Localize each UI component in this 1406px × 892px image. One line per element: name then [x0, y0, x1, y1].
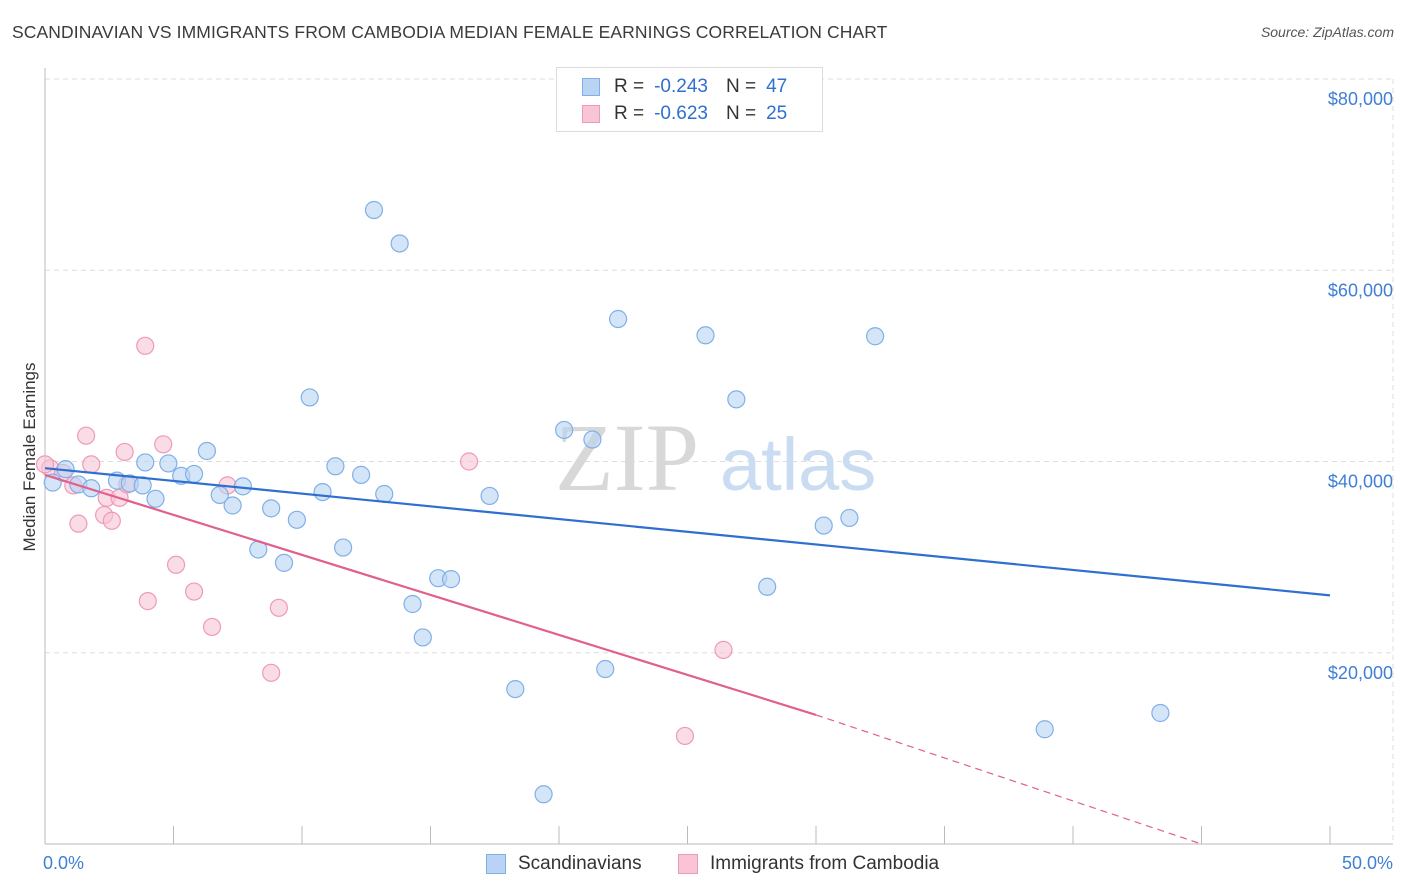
gridlines: [45, 78, 1394, 844]
scandinavian-point: [727, 390, 746, 409]
watermark-zip: ZIP: [555, 404, 699, 511]
legend-swatch-blue: [582, 78, 600, 96]
cambodia-point: [82, 455, 101, 474]
cambodia-point: [69, 514, 88, 533]
legend-n-value: 25: [766, 103, 788, 124]
cambodia-point: [714, 640, 733, 659]
scandinavian-point: [184, 464, 204, 484]
cambodia-point: [269, 598, 288, 617]
tick-labels: $20,000 $40,000 $60,000 $80,000 0.0% 50.0%: [43, 89, 1393, 873]
y-tick-label: $40,000: [1328, 472, 1393, 492]
scandinavian-point: [223, 496, 242, 515]
legend-r-value: -0.623: [654, 103, 708, 124]
legend-n-label: N =: [725, 76, 757, 97]
scandinavian-point: [197, 441, 217, 461]
cambodia-point: [138, 592, 157, 611]
scandinavian-point: [313, 483, 332, 502]
y-tick-label: $60,000: [1328, 280, 1393, 300]
cambodia-point: [102, 511, 121, 530]
scandinavian-point: [609, 309, 628, 329]
trend-line-scandinavians: [44, 467, 1331, 597]
bottom-legend-label: Immigrants from Cambodia: [710, 853, 940, 874]
x-tick-label-min: 0.0%: [43, 853, 84, 873]
bottom-legend-scandinavians: Scandinavians: [486, 851, 642, 877]
scandinavian-point: [375, 484, 394, 504]
cambodia-point: [115, 442, 134, 462]
scandinavian-point: [534, 785, 553, 804]
cambodia-point: [262, 663, 281, 682]
chart-title: SCANDINAVIAN VS IMMIGRANTS FROM CAMBODIA…: [12, 22, 888, 42]
watermark: ZIP atlas: [555, 404, 876, 511]
legend: R = -0.243 N = 47 R = -0.623 N = 25: [556, 67, 823, 132]
scandinavian-point: [300, 388, 319, 407]
scandinavian-point: [352, 465, 371, 484]
scandinavian-point: [326, 457, 345, 476]
y-tick-label: $80,000: [1328, 89, 1393, 109]
legend-n-value: 47: [766, 76, 788, 97]
cambodia-point: [184, 582, 204, 601]
series-cambodia-points: [35, 336, 733, 746]
scandinavian-point: [146, 489, 165, 508]
trend-line-cambodia: [44, 473, 817, 716]
scandinavian-point: [390, 234, 409, 253]
y-tick-label: $20,000: [1328, 663, 1393, 683]
bottom-legend-cambodia: Immigrants from Cambodia: [678, 851, 939, 877]
scandinavian-point: [1035, 720, 1054, 739]
bottom-legend-swatch-blue: [486, 854, 506, 874]
scandinavian-point: [413, 628, 432, 647]
cambodia-point: [675, 726, 695, 746]
axes: [44, 68, 1393, 845]
trend-lines: [44, 467, 1331, 845]
cambodia-point: [166, 555, 186, 574]
y-axis-label: Median Female Earnings: [20, 363, 39, 552]
scandinavian-point: [583, 430, 602, 449]
scandinavian-point: [1151, 703, 1170, 723]
scandinavian-point: [274, 553, 294, 572]
x-tick-label-max: 50.0%: [1342, 853, 1393, 873]
legend-row-cambodia: R = -0.623 N = 25: [582, 101, 787, 127]
scandinavian-point: [262, 499, 281, 518]
scandinavian-point: [441, 570, 461, 589]
legend-n-label: N =: [725, 103, 757, 124]
scandinavian-point: [506, 679, 525, 699]
bottom-legend-label: Scandinavians: [518, 853, 642, 874]
scandinavian-point: [866, 327, 885, 346]
cambodia-point: [459, 452, 479, 471]
cambodia-point: [154, 435, 173, 454]
scandinavian-point: [364, 200, 384, 220]
legend-swatch-pink: [582, 105, 600, 123]
bottom-legend-swatch-pink: [678, 854, 698, 874]
scandinavian-point: [480, 486, 499, 506]
scandinavian-point: [136, 453, 155, 472]
scandinavian-point: [758, 577, 777, 596]
series-scandinavians-points: [43, 200, 1170, 804]
legend-r-label: R =: [614, 103, 645, 124]
cambodia-point: [77, 426, 96, 445]
cambodia-point: [35, 455, 55, 474]
scandinavian-point: [334, 538, 353, 557]
legend-r-value: -0.243: [654, 76, 708, 97]
source-label: Source: ZipAtlas.com: [1260, 24, 1394, 40]
scandinavian-point: [555, 420, 574, 440]
scandinavian-point: [814, 516, 833, 535]
scandinavian-point: [159, 454, 178, 473]
scandinavian-point: [596, 659, 615, 679]
scandinavian-point: [696, 326, 715, 345]
cambodia-point: [136, 336, 155, 355]
legend-row-scandinavians: R = -0.243 N = 47: [582, 74, 787, 100]
watermark-atlas: atlas: [720, 423, 876, 506]
trend-line-cambodia-extension: [815, 714, 1202, 845]
scandinavian-point: [840, 508, 859, 528]
cambodia-point: [202, 617, 222, 637]
scandinavian-point: [403, 594, 422, 614]
scandinavian-point: [287, 510, 306, 529]
legend-r-label: R =: [614, 76, 645, 97]
